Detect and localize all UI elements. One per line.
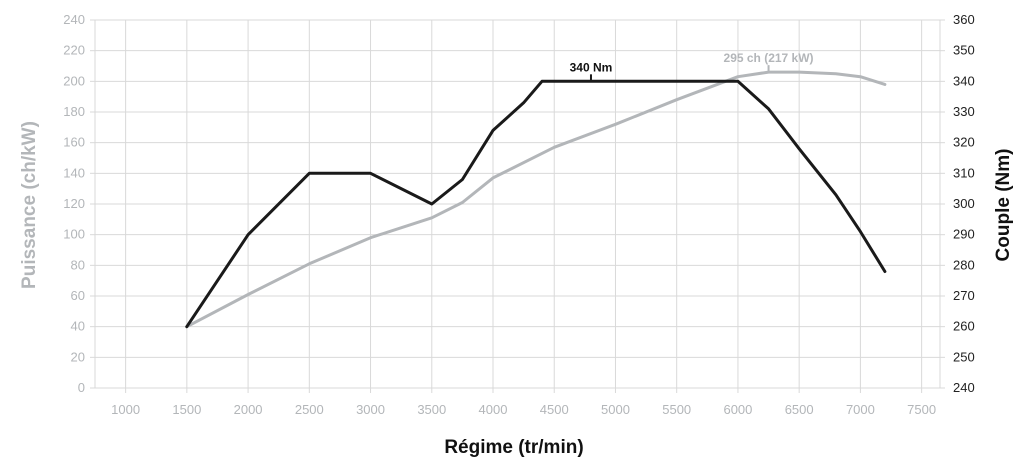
y-left-tick-label: 140 (63, 165, 85, 180)
y-left-tick-label: 60 (71, 288, 85, 303)
y-left-tick-label: 100 (63, 227, 85, 242)
y-left-tick-label: 180 (63, 104, 85, 119)
annotations: 340 Nm 295 ch (217 kW) (570, 51, 814, 82)
series (185, 70, 887, 329)
y-right-tick-label: 260 (953, 319, 975, 334)
y-right-tick-label: 310 (953, 165, 975, 180)
y-right-tick-label: 350 (953, 43, 975, 58)
x-tick-label: 1000 (111, 402, 140, 417)
x-tick-label: 3000 (356, 402, 385, 417)
y-right-tick-label: 250 (953, 349, 975, 364)
y-right-tick-label: 340 (953, 73, 975, 88)
y-right-tick-label: 240 (953, 380, 975, 395)
power-annotation-label: 295 ch (217 kW) (724, 51, 814, 65)
y-right-tick-label: 280 (953, 257, 975, 272)
x-tick-label: 5500 (662, 402, 691, 417)
y-right-tick-label: 270 (953, 288, 975, 303)
x-tick-label: 4000 (479, 402, 508, 417)
y-left-tick-label: 160 (63, 135, 85, 150)
torque-line (185, 79, 887, 329)
x-tick-label: 6000 (723, 402, 752, 417)
x-tick-label: 3500 (417, 402, 446, 417)
axes: 0 20 40 60 80 100 120 140 160 180 200 220 240 240 250 2… (63, 12, 974, 417)
y-left-tick-label: 200 (63, 73, 85, 88)
y-left-tick-label: 0 (78, 380, 85, 395)
y-left-tick-label: 220 (63, 43, 85, 58)
x-tick-label: 6500 (785, 402, 814, 417)
y-left-tick-label: 240 (63, 12, 85, 27)
torque-annotation-label: 340 Nm (570, 60, 613, 74)
power-line (185, 70, 887, 329)
x-tick-label: 7000 (846, 402, 875, 417)
x-tick-label: 2500 (295, 402, 324, 417)
x-tick-label: 5000 (601, 402, 630, 417)
x-tick-label: 4500 (540, 402, 569, 417)
y-right-tick-label: 330 (953, 104, 975, 119)
grid (94, 19, 941, 389)
x-tick-label: 1500 (172, 402, 201, 417)
y-axis-left-title: Puissance (ch/kW) (19, 121, 40, 289)
y-left-tick-label: 120 (63, 196, 85, 211)
y-left-tick-label: 40 (71, 319, 85, 334)
x-tick-label: 2000 (234, 402, 263, 417)
y-right-tick-label: 360 (953, 12, 975, 27)
y-right-tick-label: 300 (953, 196, 975, 211)
y-left-tick-label: 80 (71, 257, 85, 272)
x-tick-label: 7500 (907, 402, 936, 417)
y-axis-right-title: Couple (Nm) (993, 149, 1014, 262)
y-right-tick-label: 320 (953, 135, 975, 150)
x-axis-title: Régime (tr/min) (444, 437, 583, 458)
y-right-tick-label: 290 (953, 227, 975, 242)
y-left-tick-label: 20 (71, 349, 85, 364)
